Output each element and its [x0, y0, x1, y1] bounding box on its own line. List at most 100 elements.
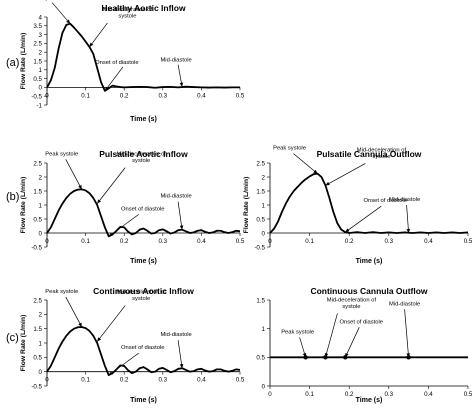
y-tick-label: 1 [39, 67, 43, 74]
y-axis-label: Flow Rate (L/min) [243, 177, 250, 234]
x-tick-label: 0.4 [424, 238, 433, 245]
annotation-arrow-head [406, 228, 411, 233]
y-tick-label: 0.5 [33, 355, 42, 362]
annotation-label: Peak systole [273, 146, 306, 152]
y-tick-label: 3.5 [33, 23, 42, 30]
y-tick-label: 4 [39, 14, 43, 21]
annotation-arrow-head [325, 181, 330, 186]
y-tick-label: 1.5 [256, 297, 265, 304]
y-tick-label: 1.5 [256, 188, 265, 195]
annotation-label: Mid-diastole [160, 194, 191, 200]
x-tick-label: 0.2 [345, 238, 354, 245]
y-tick-label: 2.5 [33, 160, 42, 167]
annotation-arrow-line [104, 66, 124, 92]
y-tick-label: 0 [262, 383, 266, 390]
chart-1: Healthy Aortic Inflow-1-0.500.511.522.53… [20, 0, 245, 123]
y-tick-label: 2.5 [33, 41, 42, 48]
annotation-arrow-head [108, 232, 114, 237]
series-line [46, 326, 241, 377]
annotation-arrow-line [177, 340, 183, 369]
series-line [269, 172, 469, 234]
chart-title: Pulsatile Aortic Inflow [99, 149, 188, 159]
annotation-label: Mid-deceleration of systole [327, 297, 377, 310]
x-axis-label: Time (s) [130, 116, 157, 123]
x-tick-label: 0 [45, 92, 49, 99]
x-tick-label: 0.5 [464, 391, 473, 398]
annotation: Peak systole [28, 0, 71, 24]
annotation-arrow-head [89, 42, 94, 47]
y-tick-label: 2 [39, 312, 43, 319]
annotation-arrow-head [345, 228, 350, 233]
x-tick-label: 0.4 [197, 92, 206, 99]
x-tick-label: 0.1 [305, 238, 314, 245]
annotation: Onset of diastole [95, 60, 139, 92]
annotation-arrow-line [65, 159, 83, 190]
x-tick-label: 0.5 [236, 238, 245, 245]
annotation-arrow-line [108, 352, 139, 376]
x-axis-label: Time (s) [356, 397, 383, 404]
series-line [46, 22, 240, 92]
y-axis-label: Flow Rate (L/min) [20, 177, 27, 234]
annotation-arrow-head [179, 225, 184, 230]
row-label-b: (b) [6, 191, 20, 203]
annotation-arrow-line [89, 22, 108, 48]
series-line [46, 188, 241, 238]
x-tick-label: 0.3 [384, 391, 393, 398]
annotation: Mid-deceleration of systole [324, 297, 377, 358]
annotation-label: Peak systole [45, 289, 78, 295]
y-tick-label: 1 [262, 326, 266, 333]
annotation-arrow-line [406, 204, 409, 234]
x-tick-label: 0 [268, 238, 272, 245]
annotation-arrow-head [78, 322, 82, 327]
annotation: Mid-diastole [160, 58, 192, 87]
y-tick-label: 1 [39, 202, 43, 209]
x-tick-label: 0.3 [158, 377, 167, 384]
annotation-label: Mid-diastole [160, 332, 191, 338]
y-tick-label: 1.5 [33, 58, 42, 65]
annotation-arrow-head [406, 353, 411, 358]
x-tick-label: 0.1 [305, 391, 314, 398]
x-tick-label: 0.1 [81, 92, 90, 99]
x-tick-label: 0.1 [81, 238, 90, 245]
row-label-c: (c) [6, 332, 19, 344]
y-tick-label: 0.5 [256, 216, 265, 223]
y-tick-label: 0 [262, 230, 266, 237]
annotation-arrow-line [51, 2, 71, 24]
y-tick-label: 2 [262, 174, 266, 181]
x-tick-label: 0.2 [120, 238, 129, 245]
chart-5: Continuous Cannula Outflow 0 0.5 1 1.5 0 0.1 0.… [256, 286, 472, 404]
annotation-arrow-line [325, 313, 338, 358]
annotation-arrow-head [302, 352, 307, 358]
annotation-label: Peak systole [45, 151, 78, 157]
annotation: Mid-diastole [160, 332, 192, 369]
annotation-arrow-head [345, 352, 349, 358]
x-tick-label: 0.5 [236, 377, 245, 384]
x-tick-label: 0.2 [120, 92, 129, 99]
annotation-label: Onset of diastole [95, 60, 139, 66]
annotation-arrow-line [404, 309, 409, 358]
annotation-arrow-line [345, 205, 382, 233]
y-tick-label: 1 [262, 202, 266, 209]
y-tick-label: 0 [39, 85, 43, 92]
y-tick-label: -0.5 [31, 244, 42, 251]
annotation-arrow-head [324, 353, 329, 358]
chart-title: Pulsatile Cannula Outflow [317, 149, 422, 159]
annotation-label: Mid-diastole [160, 58, 191, 64]
y-tick-label: 0.5 [33, 216, 42, 223]
x-tick-label: 0.1 [81, 377, 90, 384]
y-axis-label: Flow Rate (L/min) [20, 33, 27, 90]
annotation-label: Onset of diastole [121, 206, 165, 212]
x-tick-label: 0.5 [236, 92, 245, 99]
x-tick-label: 0 [45, 238, 49, 245]
annotation: Peak systole [281, 329, 314, 358]
annotation-arrow-head [108, 371, 114, 376]
annotation-arrow-line [177, 201, 183, 230]
chart-title: Continuous Aortic Inflow [93, 286, 194, 296]
y-tick-label: 0 [39, 230, 43, 237]
row-label-a: (a) [6, 57, 20, 69]
y-tick-label: 3 [39, 32, 43, 39]
annotation-arrow-line [293, 153, 318, 174]
x-tick-label: 0.3 [384, 238, 393, 245]
x-axis-label: Time (s) [356, 258, 383, 265]
annotation: Mid-diastole [160, 194, 192, 230]
